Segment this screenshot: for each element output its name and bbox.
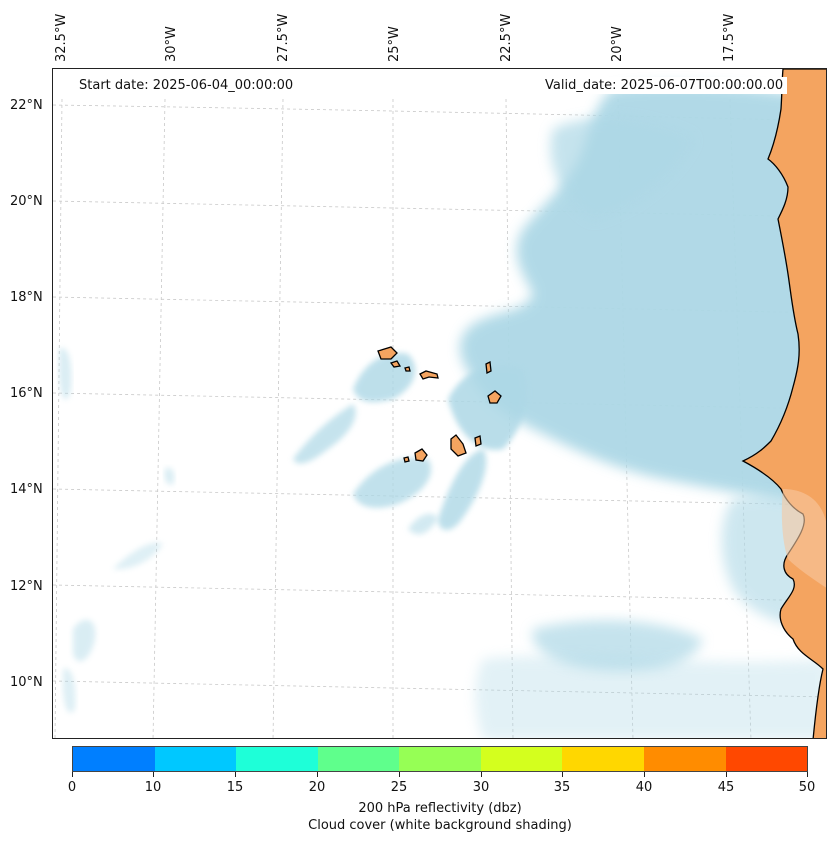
cloud-west-wisp-1 [59,348,72,400]
map-canvas [53,69,826,738]
meridian-32-5w [54,98,63,738]
cloud-west-wisp-4 [113,542,163,570]
island-santiago [450,434,467,457]
map-panel[interactable] [52,68,827,739]
cloud-west-wisp-5 [164,467,175,485]
island-maio [474,435,482,447]
colorbar-tick [481,772,482,777]
cloud-islands-north [353,353,416,402]
lat-label-22n: 22°N [10,98,43,113]
parallel-22n [53,104,826,122]
parallel-10n [53,680,826,698]
colorbar-segment [725,747,808,771]
island-brava [403,456,410,463]
parallel-14n [53,488,826,506]
island-santo-antao [377,346,398,360]
colorbar-segment [154,747,237,771]
colorbar-tick-label: 45 [717,780,735,795]
colorbar-segment [643,747,726,771]
colorbar-tick-label: 10 [144,780,162,795]
cloud-main-mass [459,84,826,509]
lon-label-25w: 25°W [387,26,402,62]
colorbar-tick [726,772,727,777]
cloud-streak-3 [438,449,487,531]
lon-label-22-5w: 22.5°W [499,13,514,62]
parallel-20n [53,200,826,218]
island-boavista [487,390,502,404]
cloud-band-north [550,118,693,219]
lat-label-18n: 18°N [10,290,43,305]
lat-label-10n: 10°N [10,675,43,690]
colorbar-segment [317,747,400,771]
graticule [53,98,826,738]
cloud-west-wisp-2 [73,619,96,662]
lat-label-14n: 14°N [10,482,43,497]
start-date-label: Start date: 2025-06-04_00:00:00 [75,77,298,94]
parallel-12n [53,584,826,602]
colorbar-label: 200 hPa reflectivity (dbz) [358,801,522,816]
meridian-27-5w [272,98,284,738]
island-sal [485,361,492,374]
colorbar-tick-label: 40 [635,780,653,795]
island-sao-vicente [389,360,402,368]
colorbar-tick-label: 30 [472,780,490,795]
colorbar-tick [807,772,808,777]
parallel-18n [53,296,826,314]
reflectivity-colorbar [72,746,808,772]
cabo-verde-islands [377,346,502,463]
lon-label-27-5w: 27.5°W [276,13,291,62]
cloud-streak-1 [293,404,356,464]
colorbar-tick [399,772,400,777]
island-fogo [414,448,428,462]
colorbar-tick-label: 25 [390,780,408,795]
colorbar-tick [644,772,645,777]
lon-label-20w: 20°W [610,26,625,62]
lat-label-20n: 20°N [10,194,43,209]
colorbar-tick-label: 35 [553,780,571,795]
coast-senegal-detail [781,489,826,588]
lon-label-17-5w: 17.5°W [722,13,737,62]
cloud-south-sheet [475,656,826,738]
colorbar-tick-label: 20 [308,780,326,795]
lat-label-12n: 12°N [10,579,43,594]
lat-label-16n: 16°N [10,386,43,401]
colorbar-tick-label: 0 [67,780,77,795]
colorbar-tick [562,772,563,777]
colorbar-segment [236,747,318,771]
valid-date-label: Valid_date: 2025-06-07T00:00:00.00 [541,77,788,94]
cloud-west-wisp-3 [62,668,76,713]
parallel-16n [53,392,826,410]
colorbar-tick [317,772,318,777]
colorbar-segment [73,747,155,771]
island-santa-luzia [404,366,411,372]
colorbar-segment [399,747,481,771]
lon-label-30w: 30°W [164,26,179,62]
island-sao-nicolau [419,370,439,380]
cloud-streak-2 [353,457,432,508]
cloud-cover [59,84,826,738]
colorbar-tick [235,772,236,777]
colorbar-segment [562,747,644,771]
cloud-streak-4 [408,513,438,535]
colorbar-segment [480,747,563,771]
colorbar-tick-label: 50 [798,780,816,795]
colorbar-tick [153,772,154,777]
colorbar-sublabel: Cloud cover (white background shading) [308,818,572,833]
cloud-islands-east [448,365,527,450]
lon-label-32-5w: 32.5°W [54,13,69,62]
colorbar-tick [72,772,73,777]
meridian-30w [152,98,166,738]
colorbar-tick-label: 15 [226,780,244,795]
